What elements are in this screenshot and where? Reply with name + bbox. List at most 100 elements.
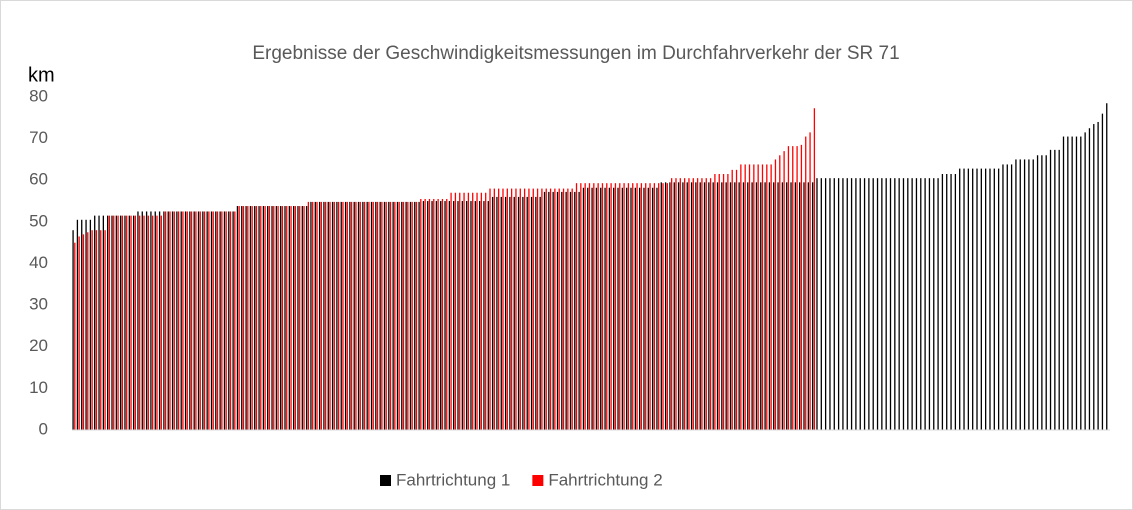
bar bbox=[985, 168, 987, 430]
bar bbox=[420, 198, 422, 430]
bar bbox=[567, 188, 569, 430]
bar bbox=[485, 192, 487, 430]
bar bbox=[911, 178, 913, 430]
bar bbox=[837, 178, 840, 430]
bar bbox=[708, 182, 710, 430]
bar bbox=[993, 168, 995, 430]
bar bbox=[147, 215, 149, 430]
bar bbox=[783, 151, 785, 431]
bar bbox=[614, 183, 617, 430]
bar bbox=[595, 187, 598, 430]
bar bbox=[722, 174, 725, 430]
bar bbox=[363, 201, 366, 430]
bar bbox=[954, 174, 957, 430]
bar bbox=[528, 188, 530, 430]
bar bbox=[169, 211, 171, 430]
bar bbox=[580, 183, 582, 430]
bar bbox=[446, 198, 448, 430]
bar bbox=[190, 211, 193, 430]
bar bbox=[651, 187, 654, 430]
bar bbox=[383, 201, 386, 430]
bar bbox=[640, 183, 643, 430]
y-tick-label: 30 bbox=[29, 295, 48, 314]
bar bbox=[972, 168, 974, 430]
bar bbox=[673, 182, 675, 430]
bar bbox=[1054, 149, 1056, 430]
bar bbox=[824, 178, 827, 430]
bar bbox=[738, 182, 740, 430]
bar bbox=[126, 215, 128, 430]
bar bbox=[333, 201, 335, 430]
bar bbox=[139, 215, 141, 430]
bar bbox=[353, 201, 355, 430]
bar bbox=[500, 196, 502, 430]
bar bbox=[686, 182, 688, 430]
bar bbox=[606, 183, 608, 430]
bar bbox=[597, 183, 599, 430]
bar bbox=[950, 174, 952, 430]
legend-swatch bbox=[380, 475, 391, 486]
bar bbox=[381, 201, 383, 430]
y-axis-label: km bbox=[28, 64, 55, 86]
bar bbox=[963, 168, 965, 430]
bar bbox=[275, 206, 278, 430]
bar bbox=[293, 206, 295, 430]
bar bbox=[120, 215, 122, 430]
bar bbox=[346, 201, 348, 430]
bar bbox=[721, 182, 723, 430]
bar bbox=[696, 178, 699, 430]
y-tick-label: 50 bbox=[29, 211, 48, 230]
bar bbox=[431, 201, 433, 430]
bar bbox=[571, 188, 573, 430]
bar bbox=[271, 206, 273, 430]
bar bbox=[734, 182, 736, 430]
bar bbox=[212, 211, 214, 430]
bar bbox=[454, 192, 457, 430]
bar bbox=[757, 164, 759, 430]
bar bbox=[210, 211, 213, 430]
bar bbox=[94, 215, 96, 430]
bar bbox=[260, 206, 262, 430]
bar bbox=[554, 188, 556, 430]
bar bbox=[645, 183, 647, 430]
bar bbox=[558, 188, 560, 430]
bar bbox=[102, 215, 105, 430]
bar bbox=[480, 192, 483, 430]
bar bbox=[1049, 149, 1052, 430]
bar bbox=[134, 215, 137, 430]
bar bbox=[764, 182, 766, 430]
bar bbox=[766, 164, 768, 430]
bar bbox=[574, 191, 576, 430]
bar bbox=[709, 178, 712, 430]
bar bbox=[197, 211, 200, 430]
bar bbox=[203, 211, 206, 430]
bar bbox=[336, 201, 338, 430]
bar bbox=[461, 201, 463, 430]
bar bbox=[290, 206, 292, 430]
bar bbox=[303, 206, 305, 430]
bar bbox=[937, 178, 939, 430]
bar bbox=[199, 211, 201, 430]
bar bbox=[433, 198, 435, 430]
bar bbox=[474, 201, 476, 430]
bar bbox=[115, 215, 117, 430]
bar bbox=[470, 201, 472, 430]
bar bbox=[72, 230, 74, 430]
bar bbox=[980, 168, 982, 430]
bar bbox=[249, 206, 252, 430]
y-tick-label: 0 bbox=[39, 419, 48, 438]
bar bbox=[699, 182, 701, 430]
bar bbox=[1002, 164, 1004, 430]
bar bbox=[760, 182, 762, 430]
bar bbox=[902, 178, 905, 430]
bar bbox=[876, 178, 879, 430]
bar bbox=[107, 215, 109, 430]
bar bbox=[121, 215, 124, 430]
bar bbox=[695, 182, 697, 430]
bar bbox=[184, 211, 187, 430]
bar bbox=[163, 211, 165, 430]
bar bbox=[1088, 128, 1091, 430]
bar bbox=[1062, 136, 1065, 430]
bar bbox=[427, 201, 429, 430]
